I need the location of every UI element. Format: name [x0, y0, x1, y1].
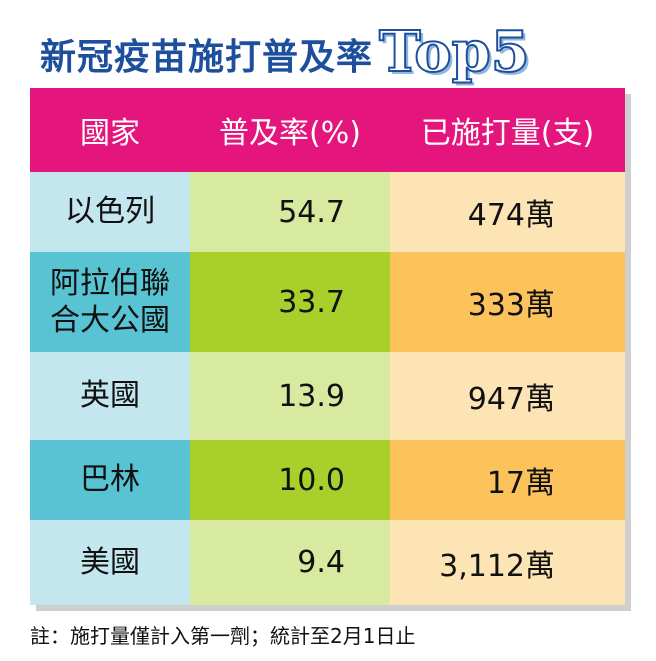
- title: 新冠疫苗施打普及率 Top5: [40, 19, 531, 85]
- table-row: 美國 9.4 3,112萬: [30, 520, 625, 605]
- cell-text: 947萬: [467, 382, 555, 417]
- cell-text: 9.4: [297, 545, 345, 580]
- table-row: 以色列 54.7 474萬: [30, 172, 625, 252]
- table-cell: 13.9: [190, 352, 390, 440]
- title-text: 新冠疫苗施打普及率: [40, 37, 374, 78]
- title-badge: Top5: [378, 19, 531, 85]
- table-row: 巴林 10.0 17萬: [30, 440, 625, 520]
- note: 註：施打量僅計入第一劑；統計至2月1日止: [30, 624, 416, 648]
- cell-text: 阿拉伯聯合大公國: [50, 265, 170, 339]
- table-cell: 3,112萬: [390, 520, 625, 605]
- cell-text: 333萬: [467, 288, 555, 323]
- header-cell: 普及率(%): [190, 88, 390, 172]
- table-cell: 17萬: [390, 440, 625, 520]
- table-cell: 474萬: [390, 172, 625, 252]
- table-cell: 333萬: [390, 252, 625, 352]
- cell-text: 33.7: [278, 284, 345, 320]
- header-cell: 國家: [30, 88, 190, 172]
- table-cell: 947萬: [390, 352, 625, 440]
- table-cell: 9.4: [190, 520, 390, 605]
- header-cell: 已施打量(支): [390, 88, 625, 172]
- table-cell: 10.0: [190, 440, 390, 520]
- table-cell: 英國: [30, 352, 190, 440]
- cell-text: 13.9: [278, 378, 345, 414]
- table-row: 阿拉伯聯合大公國 33.7 333萬: [30, 252, 625, 352]
- cell-text: 10.0: [278, 462, 345, 498]
- cell-text: 17萬: [486, 466, 555, 501]
- table: 國家 普及率(%) 已施打量(支) 以色列 54.7 474萬阿拉伯聯合大公國 33.…: [30, 88, 625, 605]
- table-cell: 以色列: [30, 172, 190, 252]
- table-cell: 阿拉伯聯合大公國: [30, 252, 190, 352]
- table-cell: 33.7: [190, 252, 390, 352]
- cell-text: 3,112萬: [439, 548, 555, 584]
- table-row: 英國 13.9 947萬: [30, 352, 625, 440]
- cell-text: 英國: [80, 378, 140, 414]
- cell-text: 54.7: [278, 194, 345, 230]
- table-cell: 54.7: [190, 172, 390, 252]
- cell-text: 474萬: [467, 198, 555, 233]
- cell-text: 巴林: [80, 462, 140, 498]
- cell-text: 以色列: [65, 194, 155, 230]
- table-cell: 美國: [30, 520, 190, 605]
- cell-text: 美國: [80, 544, 140, 580]
- table-cell: 巴林: [30, 440, 190, 520]
- header-row: 國家 普及率(%) 已施打量(支): [30, 88, 625, 172]
